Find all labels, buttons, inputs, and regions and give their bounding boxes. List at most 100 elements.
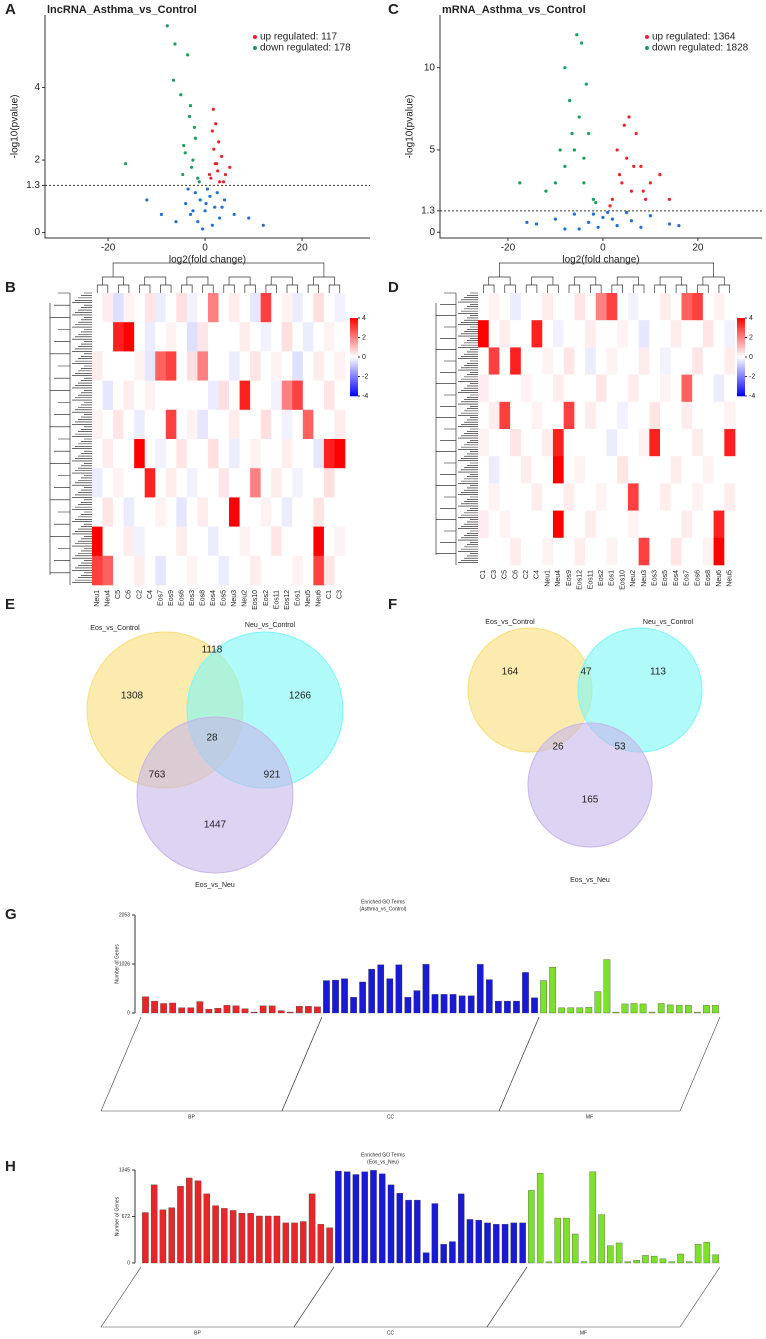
colorbar-step xyxy=(350,337,358,340)
heatmap-cell xyxy=(144,351,156,381)
bar xyxy=(414,1199,421,1264)
heatmap-cell xyxy=(638,483,650,511)
point xyxy=(606,210,610,215)
set-label: Eos_vs_Control xyxy=(90,625,140,632)
colorbar-step xyxy=(737,339,745,342)
colorbar-step xyxy=(350,355,358,358)
heatmap-cell xyxy=(197,293,209,323)
bar xyxy=(712,1005,719,1014)
bar xyxy=(214,1008,222,1014)
heatmap-cell xyxy=(542,510,554,539)
heatmap-cell xyxy=(313,468,325,498)
group-label: BP xyxy=(188,1114,195,1120)
region-count: 28 xyxy=(206,733,218,744)
point xyxy=(568,98,572,103)
heatmap-cell xyxy=(229,351,240,381)
colorbar-step xyxy=(737,366,745,369)
heatmap-cell xyxy=(660,537,672,566)
heatmap-cell xyxy=(617,483,629,511)
heatmap-cell xyxy=(542,456,554,484)
colorbar-step xyxy=(350,341,358,344)
heatmap-cell xyxy=(488,374,500,403)
heatmap-cell xyxy=(520,510,532,539)
heatmap-cell xyxy=(724,401,736,430)
bar xyxy=(422,964,430,1014)
heatmap-cell xyxy=(692,401,704,430)
bar xyxy=(585,1007,593,1014)
colorbar-step xyxy=(350,323,358,327)
column-label: Neu3 xyxy=(231,590,238,607)
colorbar-step xyxy=(737,394,745,397)
heatmap-cell xyxy=(574,347,586,375)
heatmap-cell xyxy=(197,322,209,352)
heatmap-cell xyxy=(197,555,209,586)
heatmap-cell xyxy=(574,401,586,430)
heatmap-cell xyxy=(207,322,219,352)
point xyxy=(553,217,558,221)
point xyxy=(165,24,169,28)
colorbar-step xyxy=(350,333,358,336)
column-label: Neu5 xyxy=(305,590,312,607)
heatmap-cell xyxy=(271,293,283,323)
heatmap-cell xyxy=(134,526,146,557)
colorbar-step xyxy=(737,382,745,385)
heatmap-cell xyxy=(302,468,314,498)
heatmap-cell xyxy=(144,439,156,469)
point xyxy=(563,227,567,231)
heatmap-cell xyxy=(499,537,511,566)
heatmap-cell xyxy=(606,429,618,457)
heatmap-cell xyxy=(702,347,714,375)
point xyxy=(591,212,596,216)
column-label: Eos7 xyxy=(157,590,164,606)
heatmap-cell xyxy=(323,468,335,498)
heatmap-cell xyxy=(531,347,543,375)
heatmap-cell xyxy=(606,347,618,375)
heatmap-cell xyxy=(144,555,156,586)
heatmap-cell xyxy=(595,483,607,511)
heatmap-cell xyxy=(510,401,522,430)
heatmap-cell xyxy=(207,468,219,498)
x-tick-label: 0 xyxy=(202,243,208,254)
heatmap-cell xyxy=(123,555,135,586)
heatmap-cell xyxy=(713,293,725,321)
heatmap-cell xyxy=(692,456,704,484)
point xyxy=(518,181,522,185)
heatmap-cell xyxy=(155,351,167,381)
bar xyxy=(594,991,602,1014)
heatmap-cell xyxy=(627,347,639,375)
heatmap-cell xyxy=(595,456,607,484)
heatmap-cell xyxy=(229,293,240,323)
heatmap-cell xyxy=(113,351,124,381)
colorbar-step xyxy=(350,358,358,362)
heatmap-cell xyxy=(574,320,586,348)
heatmap-cell xyxy=(144,526,156,557)
colorbar-step xyxy=(350,360,358,364)
heatmap-cell xyxy=(499,510,511,539)
heatmap-cell xyxy=(510,293,522,321)
point xyxy=(625,156,629,160)
heatmap-cell xyxy=(542,320,554,348)
point xyxy=(622,123,626,127)
column-label: Eos2 xyxy=(263,590,270,606)
heatmap-cell xyxy=(552,320,564,348)
heatmap-cell xyxy=(207,409,219,440)
heatmap-cell xyxy=(313,409,325,440)
heatmap-cell xyxy=(334,497,346,527)
heatmap-cell xyxy=(207,555,219,586)
heatmap-cell xyxy=(660,401,672,430)
bar xyxy=(549,967,556,1014)
bar xyxy=(639,1003,647,1014)
colorbar-step xyxy=(737,337,745,340)
point xyxy=(219,154,224,159)
heatmap-cell xyxy=(520,401,532,430)
heatmap-cell xyxy=(229,409,240,440)
region-count: 921 xyxy=(264,770,281,781)
point xyxy=(171,78,176,82)
heatmap-cell xyxy=(499,293,511,321)
heatmap-cell xyxy=(250,409,261,440)
colorbar-label: -2 xyxy=(362,373,368,380)
heatmap-cell xyxy=(713,510,725,539)
heatmap-cell xyxy=(552,374,564,403)
point xyxy=(223,172,228,177)
heatmap-cell xyxy=(681,510,693,539)
